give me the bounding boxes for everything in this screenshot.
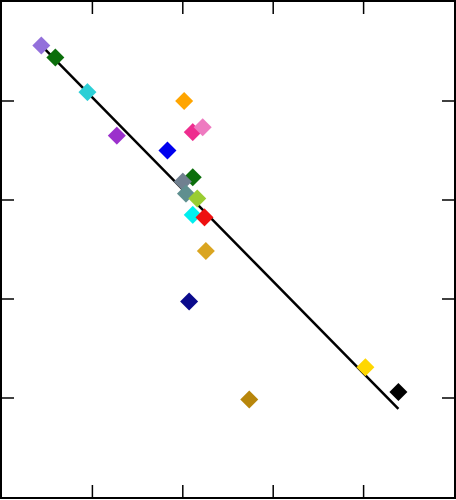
data-point-marker (32, 36, 51, 55)
data-point-marker (188, 189, 207, 208)
data-point-marker (180, 292, 199, 311)
data-point-marker (158, 141, 177, 160)
data-point-marker (240, 390, 259, 409)
data-point-marker (183, 205, 202, 224)
fit-line-group (40, 44, 400, 410)
data-point-marker (175, 92, 194, 110)
data-point-marker (78, 83, 97, 102)
data-point-marker (356, 358, 375, 377)
data-point-marker (107, 126, 126, 145)
data-points (32, 36, 408, 409)
fit-line (40, 44, 400, 410)
data-point-marker (196, 241, 215, 260)
data-point-marker (193, 118, 212, 137)
data-point-marker (46, 48, 65, 67)
data-point-marker (195, 208, 214, 227)
data-point-marker (389, 383, 408, 402)
